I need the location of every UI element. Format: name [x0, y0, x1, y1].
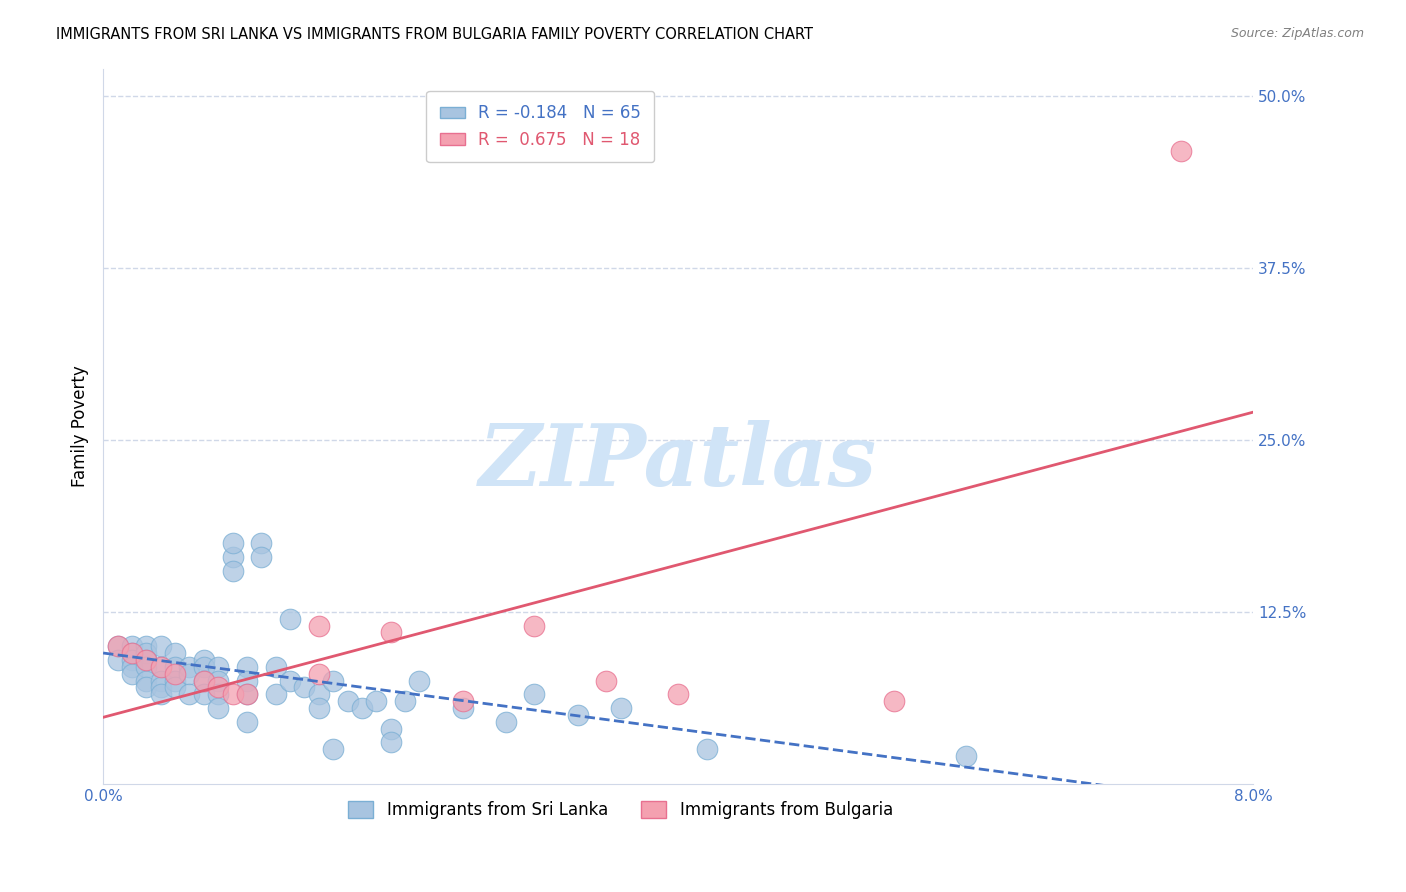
Point [149, 673, 172, 688]
Point [135, 653, 157, 667]
Point [149, 681, 172, 695]
Point [193, 660, 215, 674]
Point [135, 646, 157, 660]
Point [609, 701, 631, 715]
Point [207, 701, 229, 715]
Point [236, 660, 259, 674]
Point [264, 687, 287, 701]
Point [236, 673, 259, 688]
Point [523, 687, 546, 701]
Point [135, 639, 157, 653]
Point [264, 660, 287, 674]
Point [121, 646, 143, 660]
Point [250, 549, 273, 564]
Point [294, 681, 316, 695]
Point [595, 673, 617, 688]
Point [135, 660, 157, 674]
Point [135, 681, 157, 695]
Point [149, 660, 172, 674]
Point [121, 639, 143, 653]
Point [336, 694, 359, 708]
Point [883, 694, 905, 708]
Point [366, 694, 388, 708]
Point [121, 646, 143, 660]
Point [207, 673, 229, 688]
Point [207, 687, 229, 701]
Point [495, 714, 517, 729]
Point [179, 660, 201, 674]
Point [193, 673, 215, 688]
Point [149, 639, 172, 653]
Point [322, 742, 344, 756]
Point [380, 735, 402, 749]
Point [107, 639, 129, 653]
Point [567, 708, 589, 723]
Point [121, 666, 143, 681]
Point [121, 653, 143, 667]
Point [523, 618, 546, 632]
Point [308, 701, 330, 715]
Point [380, 625, 402, 640]
Point [107, 653, 129, 667]
Y-axis label: Family Poverty: Family Poverty [72, 365, 89, 487]
Text: Source: ZipAtlas.com: Source: ZipAtlas.com [1230, 27, 1364, 40]
Point [193, 687, 215, 701]
Point [278, 612, 301, 626]
Point [451, 701, 474, 715]
Point [163, 681, 186, 695]
Point [179, 666, 201, 681]
Text: ZIPatlas: ZIPatlas [479, 420, 877, 504]
Legend: Immigrants from Sri Lanka, Immigrants from Bulgaria: Immigrants from Sri Lanka, Immigrants fr… [342, 794, 900, 825]
Point [121, 660, 143, 674]
Point [149, 660, 172, 674]
Point [149, 687, 172, 701]
Point [221, 564, 243, 578]
Point [163, 666, 186, 681]
Point [135, 673, 157, 688]
Point [236, 714, 259, 729]
Point [696, 742, 718, 756]
Point [308, 687, 330, 701]
Text: IMMIGRANTS FROM SRI LANKA VS IMMIGRANTS FROM BULGARIA FAMILY POVERTY CORRELATION: IMMIGRANTS FROM SRI LANKA VS IMMIGRANTS … [56, 27, 813, 42]
Point [236, 687, 259, 701]
Point [163, 646, 186, 660]
Point [394, 694, 416, 708]
Point [179, 687, 201, 701]
Point [163, 660, 186, 674]
Point [193, 653, 215, 667]
Point [308, 618, 330, 632]
Point [221, 536, 243, 550]
Point [350, 701, 373, 715]
Point [380, 722, 402, 736]
Point [451, 694, 474, 708]
Point [135, 653, 157, 667]
Point [221, 549, 243, 564]
Point [278, 673, 301, 688]
Point [236, 687, 259, 701]
Point [955, 749, 977, 764]
Point [322, 673, 344, 688]
Point [666, 687, 689, 701]
Point [207, 681, 229, 695]
Point [193, 673, 215, 688]
Point [408, 673, 430, 688]
Point [308, 666, 330, 681]
Point [163, 673, 186, 688]
Point [250, 536, 273, 550]
Point [107, 639, 129, 653]
Point [207, 660, 229, 674]
Point [221, 687, 243, 701]
Point [1170, 144, 1192, 158]
